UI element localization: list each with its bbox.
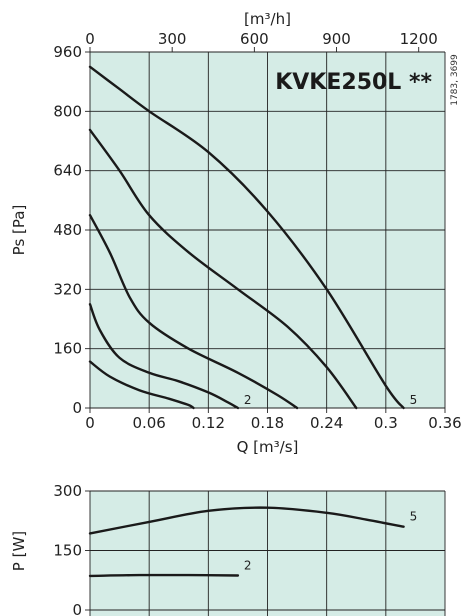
secondary-x-tick-label: 600 — [240, 30, 269, 48]
chart-title: KVKE250L ** — [275, 70, 432, 95]
x-tick-label: 0.24 — [310, 414, 343, 432]
pressure-chart: 0 0.06 0.12 0.18 0.24 0.3 0.36 0 160 320 480 640 800… — [10, 10, 462, 456]
power-y-tick-label: 0 — [72, 601, 82, 616]
curve-label: 5 — [410, 393, 418, 407]
pressure-curve — [88, 360, 195, 410]
curve-label: 2 — [244, 558, 252, 572]
curve-label: 2 — [244, 393, 252, 407]
pressure-curve — [88, 303, 240, 410]
secondary-x-tick-label: 0 — [85, 30, 95, 48]
power-curve — [88, 573, 240, 578]
secondary-x-tick-label: 900 — [322, 30, 351, 48]
y-axis-title: Ps [Pa] — [10, 205, 28, 256]
power-curve — [88, 506, 405, 535]
y-tick-label: 800 — [53, 102, 82, 120]
x-tick-label: 0.12 — [192, 414, 225, 432]
secondary-x-axis-title: [m³/h] — [244, 10, 291, 28]
side-code: 1783, 3699 — [450, 54, 460, 106]
x-tick-label: 0.3 — [374, 414, 398, 432]
y-tick-label: 320 — [53, 280, 82, 298]
y-tick-label: 0 — [72, 399, 82, 417]
x-tick-label: 0.06 — [132, 414, 165, 432]
power-y-tick-label: 150 — [53, 542, 82, 560]
pressure-curve — [88, 214, 299, 410]
x-tick-label: 0.36 — [428, 414, 461, 432]
y-tick-label: 160 — [53, 340, 82, 358]
secondary-x-tick-label: 300 — [158, 30, 187, 48]
x-tick-label: 0 — [85, 414, 95, 432]
y-tick-label: 960 — [53, 43, 82, 61]
x-tick-label: 0.18 — [251, 414, 284, 432]
x-axis-title: Q [m³/s] — [237, 438, 299, 456]
power-chart: 0 150 300 P [W] 5 2 — [10, 482, 446, 616]
pressure-curve — [88, 65, 405, 410]
y-tick-label: 480 — [53, 221, 82, 239]
curve-label: 5 — [410, 510, 418, 524]
secondary-x-tick-label: 1200 — [400, 30, 438, 48]
pressure-curve — [88, 128, 358, 410]
power-y-tick-label: 300 — [53, 482, 82, 500]
power-y-axis-title: P [W] — [10, 531, 28, 571]
y-tick-label: 640 — [53, 162, 82, 180]
